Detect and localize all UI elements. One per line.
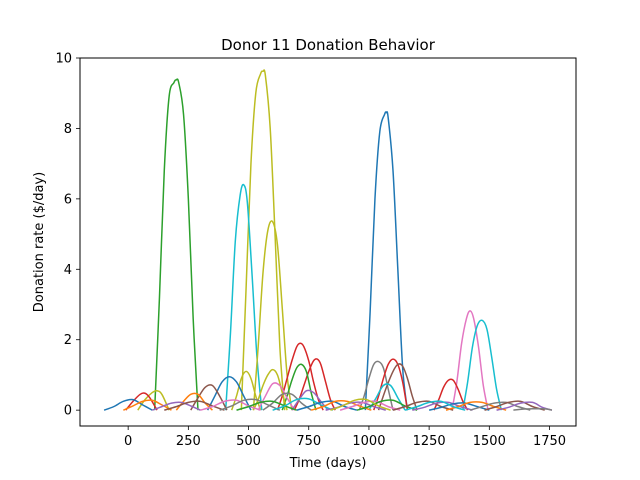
series-line-12 xyxy=(377,363,418,411)
series-line-14 xyxy=(252,368,288,411)
series-line-1 xyxy=(153,78,199,411)
series-line-2 xyxy=(240,69,286,411)
y-tick-label: 10 xyxy=(55,52,72,67)
y-axis-ticks: 0 2 4 6 8 10 xyxy=(55,52,80,419)
y-tick-label: 4 xyxy=(64,263,72,278)
series-line-9 xyxy=(293,358,336,411)
series-line-44 xyxy=(484,400,545,411)
series-line-8 xyxy=(276,342,324,411)
series-line-31 xyxy=(219,398,281,411)
series-line-17 xyxy=(206,375,252,411)
series-line-11 xyxy=(373,358,409,411)
series-line-4 xyxy=(224,183,263,411)
y-tick-label: 8 xyxy=(64,122,72,137)
series-line-28 xyxy=(151,401,201,411)
series-line-10 xyxy=(358,360,394,411)
series-line-27 xyxy=(123,399,172,411)
series-line-26 xyxy=(103,398,153,411)
series-line-25 xyxy=(262,392,312,411)
series-line-18 xyxy=(257,382,295,411)
y-tick-label: 2 xyxy=(64,333,72,348)
x-axis-label: Time (days) xyxy=(289,456,367,471)
series-line-34 xyxy=(296,400,358,411)
series-line-19 xyxy=(368,383,406,411)
series-line-22 xyxy=(125,392,158,411)
series-line-48 xyxy=(404,400,466,411)
x-tick-label: 1500 xyxy=(473,434,506,449)
plot-lines xyxy=(103,69,553,411)
series-line-47 xyxy=(330,398,391,411)
x-tick-label: 1750 xyxy=(533,434,566,449)
y-tick-label: 6 xyxy=(64,192,72,207)
series-line-32 xyxy=(236,400,297,411)
x-tick-label: 1250 xyxy=(413,434,446,449)
series-line-33 xyxy=(272,397,334,411)
series-line-43 xyxy=(469,401,531,411)
series-line-3 xyxy=(364,111,409,411)
y-tick-label: 0 xyxy=(64,404,72,419)
x-tick-label: 500 xyxy=(236,434,261,449)
series-line-6 xyxy=(451,310,489,411)
series-line-5 xyxy=(252,220,293,411)
plot-frame xyxy=(79,57,577,427)
x-axis-ticks: 0 250 500 750 1000 1250 1500 1750 xyxy=(124,426,566,449)
x-tick-label: 0 xyxy=(124,434,132,449)
chart-title: Donor 11 Donation Behavior xyxy=(221,36,436,54)
series-line-35 xyxy=(310,399,372,411)
series-line-7 xyxy=(462,319,503,411)
series-line-20 xyxy=(190,384,228,411)
series-line-46 xyxy=(513,407,553,411)
series-line-41 xyxy=(428,402,490,411)
x-tick-label: 750 xyxy=(296,434,321,449)
x-tick-label: 1000 xyxy=(352,434,385,449)
series-line-45 xyxy=(496,401,553,411)
y-axis-label: Donation rate ($/day) xyxy=(32,172,47,312)
series-line-16 xyxy=(433,378,469,411)
x-tick-label: 250 xyxy=(176,434,201,449)
series-line-15 xyxy=(230,370,262,411)
